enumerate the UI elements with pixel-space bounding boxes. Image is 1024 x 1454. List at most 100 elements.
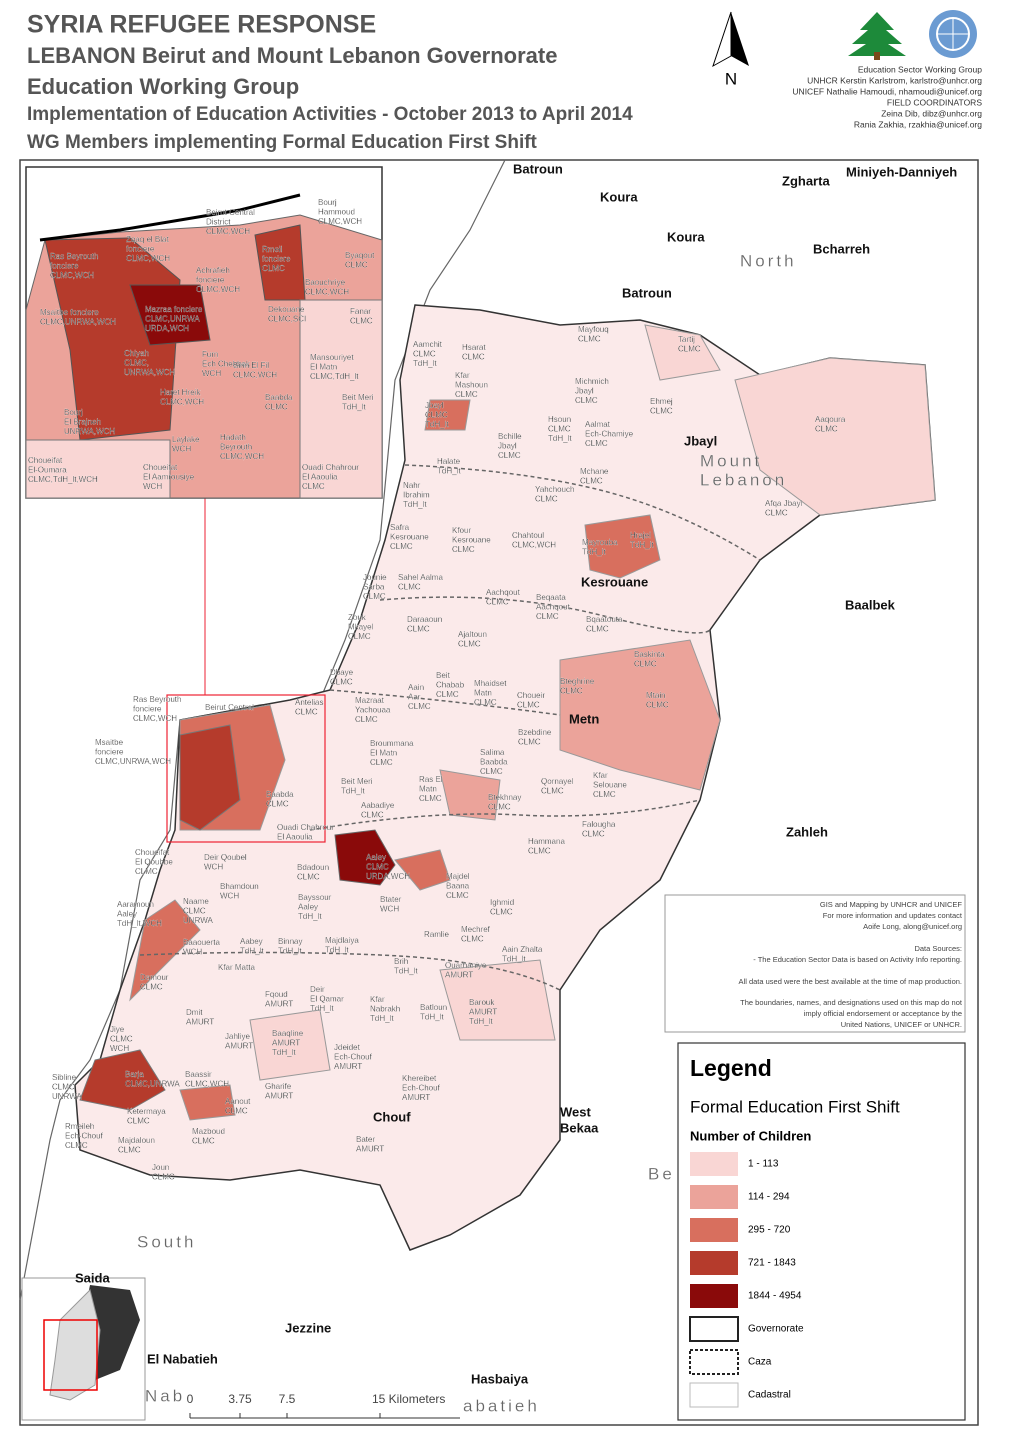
map-label: CLMC [302,482,325,491]
map-label: Barouk [469,998,495,1007]
map-label: TdH_lt [370,1014,394,1023]
map-label: Mechref [461,925,491,934]
legend-swatch [690,1185,738,1209]
map-label: AMURT [225,1042,253,1051]
map-label: Lebanon [700,470,787,489]
map-label: CLMC [419,794,442,803]
map-label: Beit [436,671,451,680]
map-label: WCH [380,905,399,914]
map-label: TdH_lt [413,359,437,368]
map-label: Aachqout [536,603,571,612]
map-label: Choueifat [143,463,178,472]
map-label: CLMC [548,425,571,434]
map-label: El Aaoulia [302,473,338,482]
map-label: WCH [110,1044,129,1053]
map-label: CLMC,SCI [268,315,306,324]
map-label: Bater [356,1135,375,1144]
map-label: CLMC,UNRWA [145,315,200,324]
legend-heading: Number of Children [690,1128,811,1143]
map-label: CLMC [390,542,413,551]
map-label: URDA,WCH [145,324,189,333]
map-label: Aain [408,683,424,692]
map-label: Sibline [52,1073,77,1082]
map-label: CLMC [585,439,608,448]
map-label: CLMC, [124,359,149,368]
map-label: CLMC [140,983,163,992]
map-label: Baabda [266,790,294,799]
map-label: CLMC,WCH [233,371,277,380]
source-line: For more information and updates contact [823,911,963,920]
map-label: fonciere [126,245,155,254]
map-label: El-Oumara [28,466,67,475]
map-label: Sinn El Fil [233,361,269,370]
map-label: CLMC [541,787,564,796]
map-label: Rmeileh [65,1122,94,1131]
map-label: Ouarhaniye [445,961,487,970]
legend-label: 1844 - 4954 [748,1291,802,1302]
map-label: Aabey [240,937,263,946]
map-label: CLMC [407,625,430,634]
map-label: fonciere [50,262,79,271]
map-label: Ouadi Chahrour [277,823,334,832]
map-label: CLMC,TdH_lt,WCH [28,475,98,484]
map-label: Falougha [582,820,616,829]
map-label: Choueifat [28,456,63,465]
map-label: Msaitbe [95,738,124,747]
country: LEBANON [27,43,136,68]
source-line: GIS and Mapping by UNHCR and UNICEF [820,900,963,909]
map-label: El Aaoulia [277,833,313,842]
map-label: TdH_lt [502,955,526,964]
map-label: Chiyah [124,349,149,358]
map-label: Batroun [513,161,563,176]
map-label: Baassir [185,1070,212,1079]
map-label: Nab [145,1386,185,1405]
map-label: Ighmid [490,898,514,907]
map-label: Afqa Jbayl [765,499,803,508]
map-label: Zqaq el Blat [126,235,169,244]
map-label: WCH [143,482,162,491]
map-label: Mazraa fonciere [145,305,203,314]
map-label: AMURT [334,1062,362,1071]
map-label: El Qoubbe [135,858,173,867]
map-label: UNRWA,WCH [64,427,115,436]
map-label: Broummana [370,739,414,748]
map-label: TdH_lt [272,1048,296,1057]
map-label: Hrajel [630,531,651,540]
map-label: TdH_lt [342,403,366,412]
legend-label: Cadastral [748,1390,791,1401]
map-label: Ajaltoun [458,630,487,639]
map-label: CLMC [518,738,541,747]
map-label: Batloun [420,1003,447,1012]
map-label: AMURT [469,1008,497,1017]
map-label: Hammana [528,837,565,846]
map-label: CLMC [398,583,421,592]
map-label: Beirut Central [206,208,255,217]
map-label: Aaramoun [117,900,154,909]
map-label: Mount [700,451,762,470]
map-label: Baana [446,882,470,891]
map-label: Ras El [419,775,443,784]
map-label: WCH [183,948,202,957]
map-label: Yachouaa [355,706,391,715]
map-label: TdH_lt [630,541,654,550]
map-label: Bourj [64,408,83,417]
map-label: Mhaidset [474,679,507,688]
map-label: CLMC,UNRWA,WCH [40,318,116,327]
legend-label: 295 - 720 [748,1225,791,1236]
map-label: TdH_lt [425,420,449,429]
map-label: CLMC [355,715,378,724]
map-label: Naame [183,897,209,906]
map-label: Jiye [110,1025,125,1034]
map-label: CLMC [458,640,481,649]
map-label: Baaqline [272,1029,304,1038]
map-label: Hadath [220,433,246,442]
map-label: Jezzine [285,1320,331,1335]
map-label: Kfar [455,371,470,380]
map-label: Antelias [295,698,323,707]
map-label: Nabrakh [370,1005,400,1014]
title: SYRIA REFUGEE RESPONSE [27,11,376,39]
map-label: CLMC [536,612,559,621]
map-label: Bchille [498,432,522,441]
map-label: CLMC [127,1117,150,1126]
